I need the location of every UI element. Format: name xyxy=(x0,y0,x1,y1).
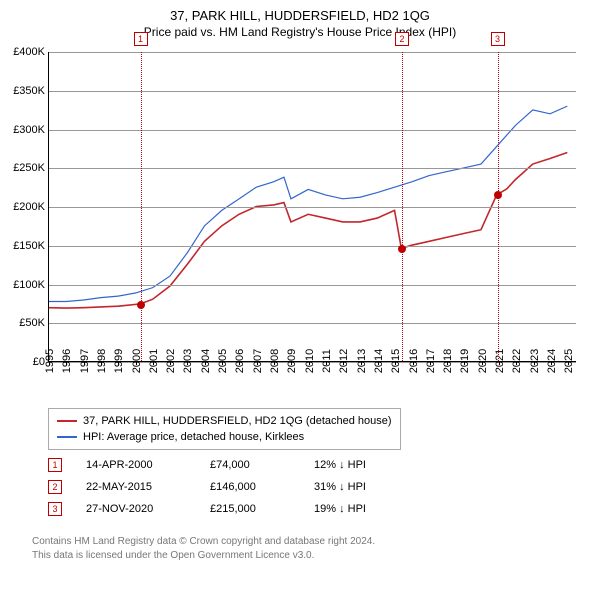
x-tick-mark xyxy=(534,361,535,365)
legend-label: HPI: Average price, detached house, Kirk… xyxy=(83,431,304,443)
x-tick-mark xyxy=(170,361,171,365)
legend-item: HPI: Average price, detached house, Kirk… xyxy=(57,429,392,445)
x-tick-mark xyxy=(118,361,119,365)
sales-table: 1 14-APR-2000 £74,000 12% ↓ HPI 2 22-MAY-2015… xyxy=(48,454,366,520)
sales-date: 22-MAY-2015 xyxy=(86,481,186,493)
x-tick-mark xyxy=(378,361,379,365)
sales-price: £215,000 xyxy=(210,503,290,515)
y-tick-label: £350K xyxy=(13,85,49,97)
y-tick-label: £100K xyxy=(13,279,49,291)
x-tick-mark xyxy=(326,361,327,365)
y-tick-label: £300K xyxy=(13,124,49,136)
sales-row: 1 14-APR-2000 £74,000 12% ↓ HPI xyxy=(48,454,366,476)
x-tick-mark xyxy=(66,361,67,365)
sale-marker-number: 3 xyxy=(491,32,505,46)
legend: 37, PARK HILL, HUDDERSFIELD, HD2 1QG (de… xyxy=(48,408,401,450)
x-tick-mark xyxy=(291,361,292,365)
sales-delta: 19% ↓ HPI xyxy=(314,503,366,515)
sale-marker-line xyxy=(402,52,403,361)
x-tick-mark xyxy=(361,361,362,365)
x-tick-mark xyxy=(309,361,310,365)
sales-num-box: 1 xyxy=(48,458,62,472)
y-tick-label: £200K xyxy=(13,201,49,213)
y-tick-label: £50K xyxy=(19,317,49,329)
x-tick-mark xyxy=(239,361,240,365)
y-tick-label: £150K xyxy=(13,240,49,252)
legend-swatch xyxy=(57,420,77,422)
x-tick-mark xyxy=(482,361,483,365)
x-tick-mark xyxy=(568,361,569,365)
sale-marker-point xyxy=(137,301,145,309)
legend-label: 37, PARK HILL, HUDDERSFIELD, HD2 1QG (de… xyxy=(83,415,392,427)
legend-item: 37, PARK HILL, HUDDERSFIELD, HD2 1QG (de… xyxy=(57,413,392,429)
x-tick-mark xyxy=(187,361,188,365)
x-tick-mark xyxy=(464,361,465,365)
x-tick-mark xyxy=(257,361,258,365)
sale-marker-line xyxy=(141,52,142,361)
sales-row: 2 22-MAY-2015 £146,000 31% ↓ HPI xyxy=(48,476,366,498)
x-tick-mark xyxy=(153,361,154,365)
sale-marker-point xyxy=(494,191,502,199)
sale-marker-line xyxy=(498,52,499,361)
sales-date: 14-APR-2000 xyxy=(86,459,186,471)
x-tick-mark xyxy=(551,361,552,365)
y-tick-label: £400K xyxy=(13,46,49,58)
plot-area: £0£50K£100K£150K£200K£250K£300K£350K£400… xyxy=(48,52,576,362)
x-tick-mark xyxy=(84,361,85,365)
x-tick-mark xyxy=(49,361,50,365)
x-tick-mark xyxy=(274,361,275,365)
x-tick-mark xyxy=(136,361,137,365)
x-tick-mark xyxy=(343,361,344,365)
x-tick-mark xyxy=(205,361,206,365)
legend-swatch xyxy=(57,436,77,438)
chart-title: 37, PARK HILL, HUDDERSFIELD, HD2 1QG xyxy=(0,0,600,23)
sales-price: £146,000 xyxy=(210,481,290,493)
x-tick-mark xyxy=(395,361,396,365)
x-tick-mark xyxy=(499,361,500,365)
sales-date: 27-NOV-2020 xyxy=(86,503,186,515)
sale-marker-point xyxy=(398,245,406,253)
chart-subtitle: Price paid vs. HM Land Registry's House … xyxy=(0,23,600,45)
y-tick-label: £250K xyxy=(13,162,49,174)
x-tick-mark xyxy=(447,361,448,365)
series-hpi xyxy=(49,106,567,301)
sales-num-box: 3 xyxy=(48,502,62,516)
x-tick-mark xyxy=(413,361,414,365)
sales-delta: 12% ↓ HPI xyxy=(314,459,366,471)
attribution-line-2: This data is licensed under the Open Gov… xyxy=(32,550,314,561)
x-tick-mark xyxy=(222,361,223,365)
chart-container: 37, PARK HILL, HUDDERSFIELD, HD2 1QG Pri… xyxy=(0,0,600,590)
sale-marker-number: 1 xyxy=(134,32,148,46)
sales-delta: 31% ↓ HPI xyxy=(314,481,366,493)
sale-marker-number: 2 xyxy=(395,32,409,46)
sales-price: £74,000 xyxy=(210,459,290,471)
sales-num-box: 2 xyxy=(48,480,62,494)
sales-row: 3 27-NOV-2020 £215,000 19% ↓ HPI xyxy=(48,498,366,520)
x-tick-mark xyxy=(430,361,431,365)
x-tick-mark xyxy=(516,361,517,365)
x-tick-mark xyxy=(101,361,102,365)
attribution-line-1: Contains HM Land Registry data © Crown c… xyxy=(32,536,375,547)
